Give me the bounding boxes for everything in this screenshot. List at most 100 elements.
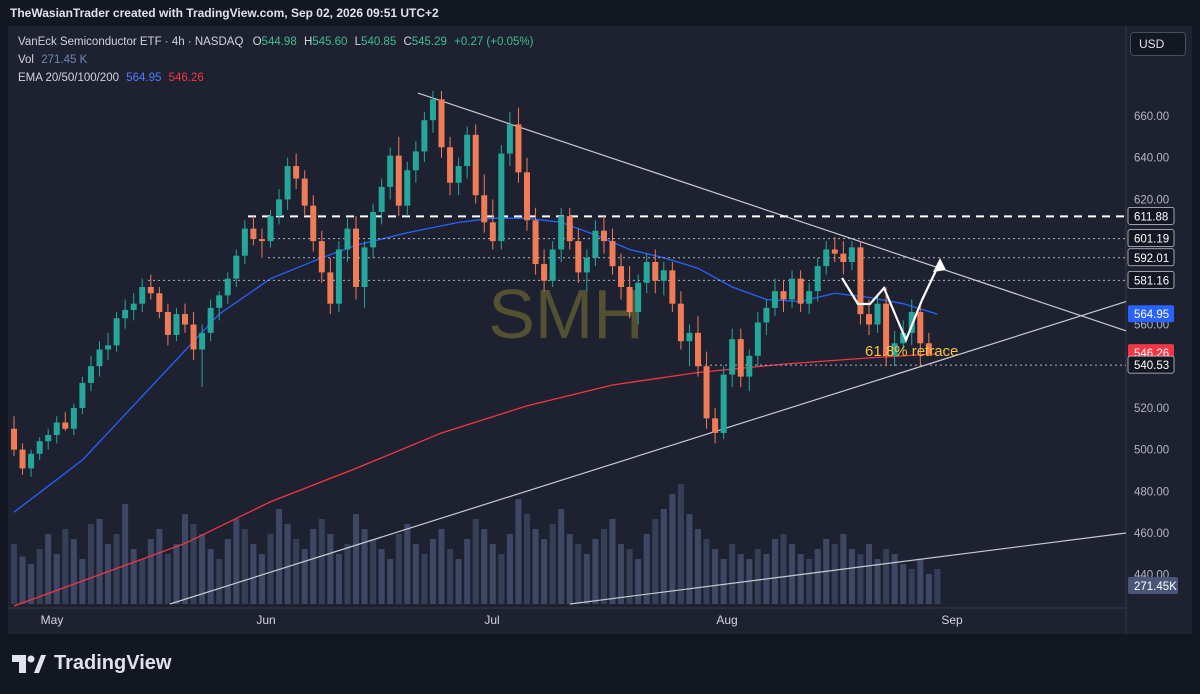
candle-body: [173, 314, 180, 335]
candle-body: [327, 272, 334, 304]
candle-body: [267, 216, 274, 242]
candle-body: [558, 216, 565, 250]
candle-body: [695, 332, 701, 367]
volume-bar: [361, 529, 368, 604]
volume-bar: [789, 544, 796, 604]
volume-bar: [575, 544, 582, 604]
y-tick-label: 460.00: [1134, 528, 1169, 540]
ema-slow-value: 546.26: [168, 72, 204, 84]
currency-button[interactable]: USD: [1130, 32, 1186, 56]
candle-body: [11, 428, 17, 450]
volume-bar: [558, 509, 565, 604]
candle-body: [840, 253, 847, 262]
volume-bar: [532, 529, 539, 604]
volume-bar: [934, 569, 941, 604]
volume-bar: [250, 544, 257, 604]
candle-body: [524, 172, 530, 221]
y-tick-label: 520.00: [1134, 403, 1169, 415]
volume-bar: [370, 539, 377, 604]
symbol-name: VanEck Semiconductor ETF · 4h · NASDAQ: [18, 36, 244, 48]
candle-body: [866, 314, 872, 325]
projection-arrowhead: [933, 258, 946, 272]
volume-bar: [754, 549, 761, 604]
volume-bar: [62, 529, 69, 604]
volume-bar: [831, 544, 838, 604]
candle-body: [370, 211, 377, 248]
high-label: H: [303, 36, 313, 48]
price-label-box: [1127, 271, 1175, 289]
volume-bar: [720, 559, 727, 604]
volume-scale-label: 271.45K: [1134, 581, 1177, 593]
volume-bar: [652, 519, 659, 604]
volume-bar: [45, 534, 52, 604]
volume-bar: [241, 529, 248, 604]
descending-trendline: [417, 92, 1127, 332]
x-tick-label: Jul: [484, 613, 499, 627]
candle-body: [874, 303, 881, 325]
candle-body: [472, 134, 479, 196]
volume-bar: [190, 524, 197, 604]
candle-body: [652, 261, 659, 281]
volume-bar: [814, 549, 821, 604]
candle-body: [421, 120, 428, 152]
price-label: 564.95: [1134, 309, 1169, 321]
volume-bar: [438, 529, 445, 604]
candle-body: [70, 407, 77, 429]
volume-bar: [498, 554, 505, 604]
volume-bar: [122, 504, 129, 604]
volume-bar: [874, 559, 881, 604]
x-tick-label: Aug: [716, 613, 737, 627]
volume-bar: [583, 554, 590, 604]
candle-body: [532, 220, 539, 265]
candle-body: [250, 228, 257, 240]
volume-bar: [635, 559, 642, 604]
candle-body: [19, 449, 26, 469]
volume-bar: [481, 529, 488, 604]
volume-bar: [566, 534, 573, 604]
volume-bar: [276, 509, 283, 604]
volume-bar: [284, 524, 291, 604]
candle-body: [575, 241, 582, 273]
candle-body: [241, 228, 248, 256]
volume-bar: [327, 534, 334, 604]
volume-bar: [677, 484, 684, 604]
candle-body: [677, 303, 684, 342]
projection-zigzag: [841, 261, 941, 343]
volume-bar: [669, 494, 676, 604]
candle-body: [515, 124, 522, 173]
volume-bar: [293, 539, 300, 604]
candle-body: [669, 270, 676, 304]
candle-body: [258, 239, 265, 242]
candle-body: [207, 307, 214, 333]
price-label: 611.88: [1134, 211, 1168, 223]
candle-body: [438, 99, 445, 148]
candle-body: [891, 343, 898, 356]
candle-body: [541, 264, 548, 281]
candle-body: [412, 151, 419, 171]
candle-body: [344, 228, 351, 250]
volume-bar: [848, 549, 855, 604]
candle-body: [378, 186, 385, 212]
candle-body: [797, 278, 804, 304]
candle-body: [592, 230, 599, 258]
volume-bar: [686, 514, 693, 604]
volume-bar: [464, 539, 471, 604]
volume-bar: [182, 514, 188, 604]
footer: [0, 634, 1200, 694]
volume-bar: [207, 549, 214, 604]
volume-bar: [447, 549, 454, 604]
volume-legend: Vol 271.45 K: [18, 54, 87, 66]
volume-bar: [626, 549, 633, 604]
volume-bar: [105, 544, 112, 604]
open-value: 544.98: [261, 36, 297, 48]
price-label-box: [1128, 305, 1174, 323]
candle-body: [335, 249, 342, 304]
ascending-trendline: [169, 301, 1127, 605]
volume-bar: [737, 554, 744, 604]
candle-body: [831, 249, 838, 254]
candle-body: [771, 291, 778, 308]
x-tick-label: Jun: [256, 613, 275, 627]
candle-body: [720, 374, 727, 433]
candle-body: [147, 286, 154, 294]
